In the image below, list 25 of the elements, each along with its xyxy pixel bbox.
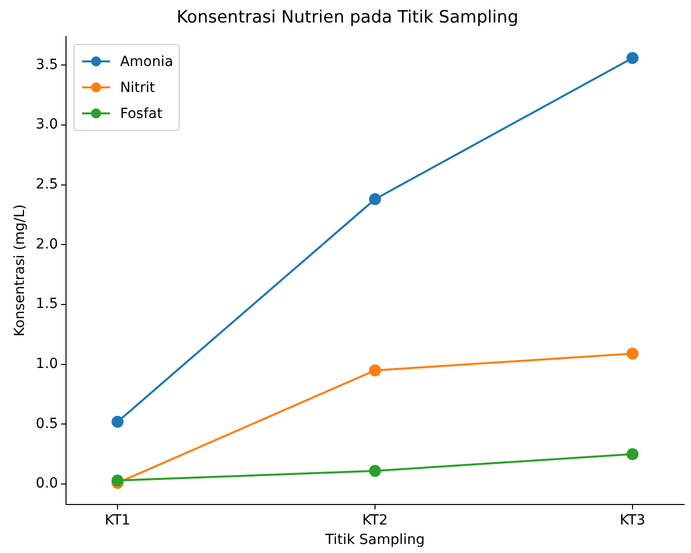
x-axis-title: Titik Sampling	[324, 532, 425, 548]
x-tick-label: KT3	[620, 512, 646, 528]
point	[369, 193, 382, 206]
y-tick-label: 0.5	[36, 416, 58, 432]
y-tick-label: 2.0	[36, 236, 58, 252]
y-tick-label: 1.5	[36, 296, 58, 312]
point	[626, 348, 639, 360]
x-tick-label: KT2	[362, 512, 388, 528]
y-tick-label: 3.5	[36, 56, 58, 73]
point	[112, 474, 124, 486]
legend-label: Nitrit	[120, 80, 156, 96]
x-tick-label: KT1	[104, 512, 130, 528]
y-axis-title: Konsentrasi (mg/L)	[12, 204, 28, 336]
y-tick-label: 2.5	[36, 176, 58, 192]
y-tick-label: 1.0	[36, 356, 58, 372]
legend-label: Amonia	[120, 54, 174, 70]
point	[369, 364, 382, 376]
y-tick-label: 3.0	[36, 116, 58, 133]
legend-label: Fosfat	[120, 106, 163, 122]
point	[369, 464, 382, 477]
point	[626, 448, 639, 460]
point	[626, 52, 639, 64]
y-tick-label: 0.0	[36, 476, 58, 492]
point	[112, 416, 124, 428]
chart-title: Konsentrasi Nutrien pada Titik Sampling	[176, 8, 518, 28]
